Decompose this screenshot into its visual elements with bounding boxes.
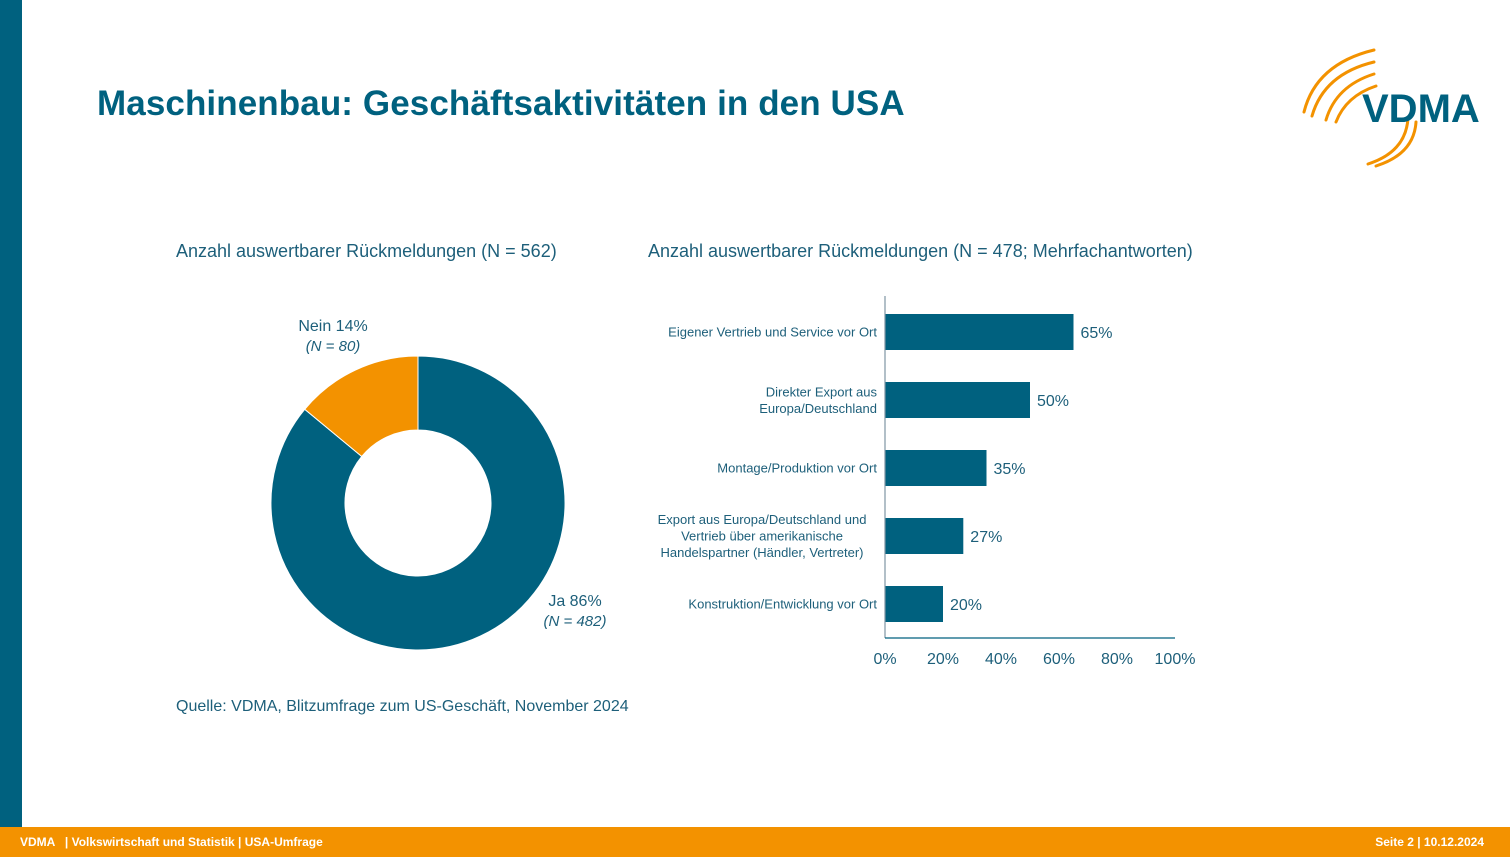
x-tick-label: 100% bbox=[1155, 651, 1196, 668]
donut-chart: Ja 86% (N = 482) Nein 14% (N = 80) bbox=[270, 318, 607, 651]
x-tick-label: 60% bbox=[1043, 651, 1075, 668]
page-title: Maschinenbau: Geschäftsaktivitäten in de… bbox=[97, 84, 905, 123]
bar-category-label: Direkter Export aus Europa/Deutschland bbox=[759, 384, 877, 416]
bar bbox=[885, 518, 964, 554]
bar-data-label: 27% bbox=[970, 529, 1002, 546]
donut-chart-title: Anzahl auswertbarer Rückmeldungen (N = 5… bbox=[176, 241, 557, 261]
x-tick-label: 0% bbox=[873, 651, 896, 668]
footer-bar: VDMA | Volkswirtschaft und Statistik | U… bbox=[0, 827, 1510, 857]
x-tick-label: 40% bbox=[985, 651, 1017, 668]
x-tick-label: 20% bbox=[927, 651, 959, 668]
bar bbox=[885, 382, 1030, 418]
footer-left-text: VDMA | Volkswirtschaft und Statistik | U… bbox=[20, 835, 323, 849]
vdma-logo: VDMA bbox=[1302, 48, 1480, 168]
donut-n-label-ja: (N = 482) bbox=[544, 613, 607, 630]
donut-label-ja: Ja 86% bbox=[548, 593, 601, 610]
x-tick-label: 80% bbox=[1101, 651, 1133, 668]
bar-chart-title: Anzahl auswertbarer Rückmeldungen (N = 4… bbox=[648, 241, 1193, 261]
donut-slice-ja bbox=[270, 355, 566, 651]
footer-page-date: Seite 2 | 10.12.2024 bbox=[1375, 835, 1484, 849]
logo-text: VDMA bbox=[1362, 87, 1480, 131]
bar-data-label: 20% bbox=[950, 597, 982, 614]
logo-arcs-icon bbox=[1302, 48, 1418, 168]
bar-category-label: Konstruktion/Entwicklung vor Ort bbox=[688, 597, 877, 612]
bar-data-label: 35% bbox=[994, 461, 1026, 478]
left-accent-bar bbox=[0, 0, 22, 827]
donut-n-label-nein: (N = 80) bbox=[306, 338, 361, 355]
source-note: Quelle: VDMA, Blitzumfrage zum US-Geschä… bbox=[176, 698, 629, 715]
bar-data-label: 65% bbox=[1081, 325, 1113, 342]
bar-category-label: Eigener Vertrieb und Service vor Ort bbox=[668, 325, 877, 340]
bar bbox=[885, 586, 943, 622]
bar bbox=[885, 314, 1074, 350]
bar-category-label: Export aus Europa/Deutschland und Vertrie… bbox=[658, 512, 867, 560]
donut-label-nein: Nein 14% bbox=[298, 318, 367, 335]
bar bbox=[885, 450, 987, 486]
bar-category-label: Montage/Produktion vor Ort bbox=[717, 461, 877, 476]
bar-chart: 65% Eigener Vertrieb und Service vor Ort 5… bbox=[658, 296, 1196, 668]
donut-slice-nein bbox=[304, 355, 419, 458]
bar-data-label: 50% bbox=[1037, 393, 1069, 410]
